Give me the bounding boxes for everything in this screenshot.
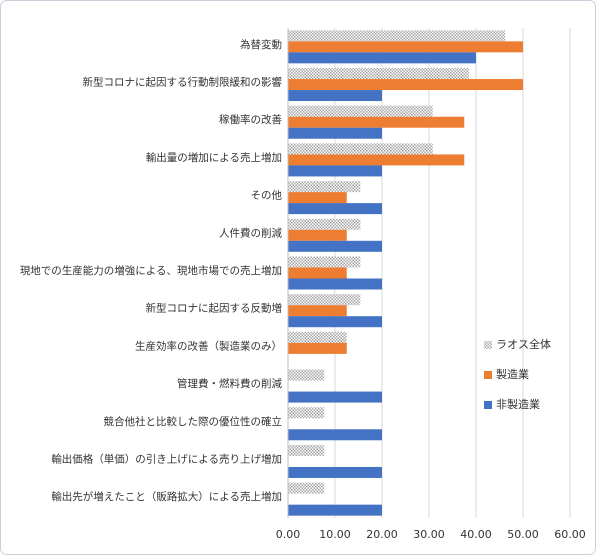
bar: [288, 68, 469, 80]
bar: [288, 127, 382, 139]
bar: [288, 240, 382, 252]
bar: [288, 466, 382, 478]
x-tick-label: 0.00: [276, 528, 301, 541]
bar: [288, 407, 325, 419]
y-tick-label: 為替変動: [240, 38, 282, 51]
bar: [288, 41, 523, 53]
y-tick-label: 人件費の削減: [219, 226, 282, 239]
bar: [288, 391, 382, 403]
y-tick-label: 管理費・燃料費の削減: [177, 377, 282, 390]
bar: [288, 331, 347, 343]
bar: [288, 369, 325, 381]
bar: [288, 30, 506, 42]
y-tick-label: 競合他社と比較した際の優位性の確立: [104, 415, 283, 428]
bar: [288, 504, 382, 516]
x-tick-label: 20.00: [366, 528, 398, 541]
bar: [288, 181, 361, 193]
bar: [288, 143, 433, 155]
bar: [288, 267, 347, 279]
bar: [288, 305, 347, 317]
bar: [288, 90, 382, 102]
bar: [288, 154, 465, 166]
legend-swatch: [484, 371, 492, 379]
bar: [288, 256, 361, 268]
y-tick-label: 輸出量の増加による売上増加: [146, 151, 282, 164]
bar: [288, 52, 476, 64]
legend-swatch: [484, 341, 492, 349]
bar: [288, 218, 361, 230]
bar: [288, 429, 382, 441]
bar: [288, 482, 325, 494]
bar: [288, 444, 325, 456]
legend-label: 非製造業: [496, 397, 540, 411]
bar: [288, 165, 382, 177]
bar: [288, 203, 382, 215]
bar: [288, 278, 382, 290]
bar: [288, 229, 347, 241]
y-tick-label: 生産効率の改善（製造業のみ）: [135, 339, 282, 352]
x-tick-label: 10.00: [319, 528, 351, 541]
y-tick-label: その他: [251, 189, 283, 202]
legend-swatch: [484, 401, 492, 409]
legend-label: ラオス全体: [496, 337, 551, 351]
bar: [288, 105, 433, 117]
bar: [288, 342, 347, 354]
bar: [288, 79, 523, 91]
x-tick-label: 60.00: [554, 528, 586, 541]
bar: [288, 116, 465, 128]
bar: [288, 192, 347, 204]
y-tick-label: 現地での生産能力の増強による、現地市場での売上増加: [20, 264, 282, 277]
bar: [288, 294, 361, 306]
y-tick-label: 稼働率の改善: [219, 113, 282, 126]
bar: [288, 316, 382, 328]
legend-label: 製造業: [496, 367, 529, 381]
y-tick-label: 新型コロナに起因する行動制限緩和の影響: [83, 76, 283, 89]
x-tick-label: 50.00: [507, 528, 539, 541]
x-tick-label: 30.00: [413, 528, 445, 541]
x-tick-label: 40.00: [460, 528, 492, 541]
y-tick-label: 輸出価格（単価）の引き上げによる売り上げ増加: [51, 452, 282, 465]
y-tick-label: 輸出先が増えたこと（販路拡大）による売上増加: [51, 490, 282, 503]
y-tick-label: 新型コロナに起因する反動増: [146, 302, 283, 315]
